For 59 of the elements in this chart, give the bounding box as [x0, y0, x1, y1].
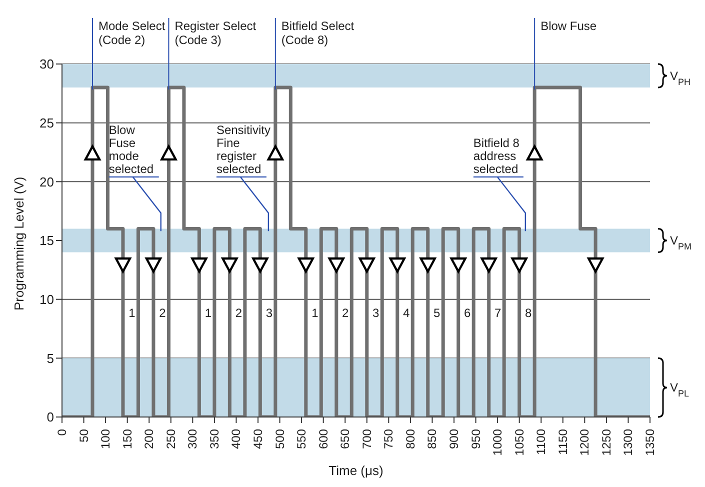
x-tick-label: 50	[76, 428, 91, 442]
y-axis-title: Programming Level (V)	[12, 176, 27, 310]
annotation: 4	[403, 306, 410, 320]
x-axis-title: Time (μs)	[328, 463, 384, 478]
x-tick-label: 700	[360, 428, 374, 450]
x-tick-label: 600	[316, 428, 330, 450]
annotation: 2	[159, 306, 166, 320]
x-tick-label: 200	[142, 428, 156, 450]
x-tick-label: 150	[120, 428, 134, 450]
y-tick-label: 15	[40, 233, 54, 248]
y-tick-label: 5	[46, 350, 54, 366]
annotation: Bitfield 8 address selected	[473, 136, 520, 176]
annotation: 1	[128, 306, 136, 320]
x-tick-label: 650	[338, 428, 352, 450]
y-tick-label: 0	[46, 410, 54, 425]
x-tick-label: 1100	[534, 428, 548, 455]
annotation: 2	[342, 306, 350, 320]
x-tick-label: 500	[272, 428, 287, 450]
x-tick-label: 750	[382, 428, 396, 450]
x-tick-label: 250	[164, 428, 178, 450]
y-tick-label: 20	[40, 174, 54, 190]
x-tick-label: 800	[403, 428, 418, 450]
band-label: V$_{PL}$	[670, 380, 690, 399]
x-tick-label: 1200	[578, 428, 592, 456]
band-label: V$_{PM}$	[670, 234, 692, 252]
x-tick-label: 100	[98, 428, 113, 450]
annotation: 2	[235, 306, 242, 320]
annotation: 8	[524, 306, 532, 320]
annotation: Register Select (Code 3)	[174, 19, 257, 47]
y-tick-label: 10	[40, 292, 54, 307]
x-tick-label: 1250	[599, 428, 614, 456]
annotation: Blow Fuse	[540, 19, 597, 33]
x-tick-label: 450	[251, 428, 265, 450]
x-tick-label: 1150	[556, 428, 570, 455]
annotation: Sensitivity Fine register selected	[216, 122, 270, 176]
x-tick-label: 1050	[512, 428, 526, 456]
annotation: 6	[464, 306, 472, 320]
x-tick-label: 900	[447, 428, 461, 450]
annotation: Mode Select (Code 2)	[98, 19, 166, 47]
x-tick-label: 1000	[490, 428, 505, 456]
annotation: 5	[434, 306, 441, 320]
annotation: 1	[312, 306, 319, 320]
x-tick-label: 1300	[621, 428, 636, 456]
annotation: 7	[494, 306, 502, 320]
x-tick-label: 950	[468, 428, 483, 450]
x-tick-label: 350	[207, 428, 222, 450]
annotation: 1	[204, 306, 212, 320]
annotation: 3	[266, 306, 273, 320]
y-tick-label: 30	[40, 56, 54, 72]
y-tick-label: 25	[40, 115, 54, 130]
band-label: V$_{PH}$	[670, 68, 691, 87]
x-tick-label: 550	[294, 428, 309, 450]
x-tick-label: 850	[425, 428, 440, 450]
x-tick-label: 1350	[643, 428, 657, 456]
annotation: Bitfield Select (Code 8)	[281, 19, 355, 47]
annotation: 3	[372, 306, 380, 320]
x-tick-label: 300	[186, 428, 200, 450]
x-tick-label: 0	[55, 428, 69, 436]
x-tick-label: 400	[229, 428, 244, 450]
